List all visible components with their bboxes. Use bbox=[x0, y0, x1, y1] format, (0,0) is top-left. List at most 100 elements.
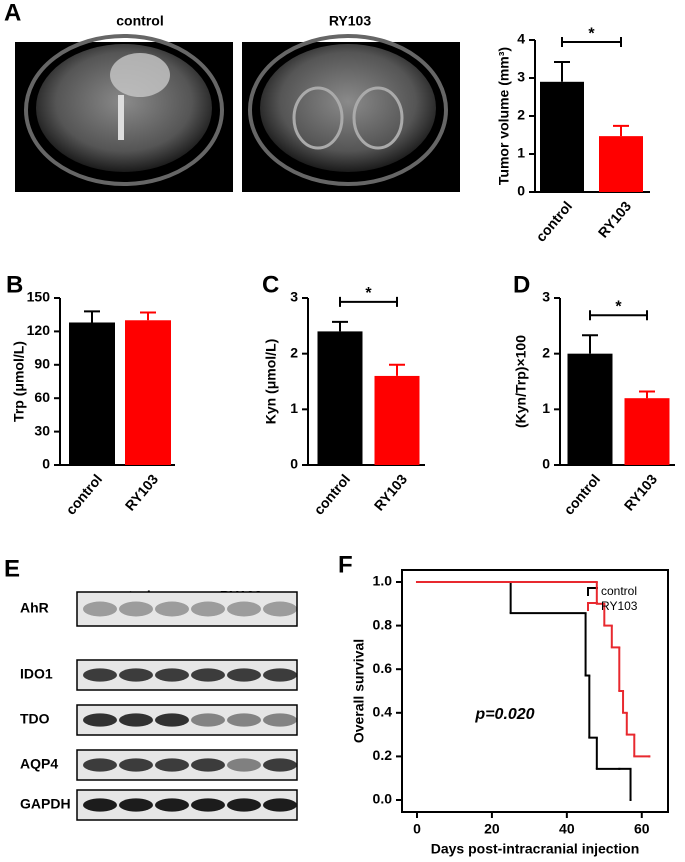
bar bbox=[599, 136, 643, 192]
x-tick-label: RY103 bbox=[371, 471, 411, 514]
blot-band bbox=[227, 713, 261, 727]
y-axis-label: Trp (μmol/L) bbox=[11, 341, 27, 422]
panel-letter: B bbox=[6, 271, 23, 298]
x-tick-label: control bbox=[310, 471, 353, 518]
bar bbox=[374, 375, 420, 465]
blot-band bbox=[227, 758, 261, 772]
blot-band bbox=[83, 668, 117, 682]
blot-band bbox=[191, 668, 225, 682]
y-tick-label: 1 bbox=[290, 400, 298, 416]
blot-band bbox=[263, 758, 297, 772]
blot-band bbox=[83, 798, 117, 812]
y-tick-label: 0.0 bbox=[373, 791, 393, 807]
y-tick-label: 30 bbox=[34, 422, 50, 438]
error-bar bbox=[582, 334, 598, 354]
y-tick-label: 90 bbox=[34, 356, 50, 372]
legend-swatch bbox=[587, 587, 598, 596]
significance-bracket bbox=[589, 310, 648, 321]
blot-band bbox=[83, 713, 117, 727]
y-tick-label: 0.8 bbox=[373, 616, 393, 632]
mri-image bbox=[242, 34, 460, 192]
blot-row-label: AhR bbox=[20, 600, 49, 616]
blot-row-label: IDO1 bbox=[20, 666, 53, 682]
legend-label: RY103 bbox=[601, 599, 638, 613]
image-label: control bbox=[116, 13, 163, 29]
blot-band bbox=[155, 758, 189, 772]
panel-letter: D bbox=[513, 271, 530, 298]
y-tick-label: 0 bbox=[517, 183, 525, 199]
x-axis-label: Days post-intracranial injection bbox=[431, 841, 640, 857]
blot-band bbox=[119, 758, 153, 772]
blot-band bbox=[263, 668, 297, 682]
y-tick-label: 120 bbox=[27, 322, 51, 338]
bar bbox=[540, 81, 584, 192]
bar bbox=[69, 322, 115, 465]
y-tick-label: 2 bbox=[542, 344, 550, 360]
blot-frame bbox=[76, 591, 298, 627]
bar bbox=[317, 331, 363, 465]
error-bar bbox=[613, 124, 629, 137]
y-tick-label: 3 bbox=[517, 69, 525, 85]
blot-band bbox=[119, 601, 153, 617]
blot-band bbox=[155, 601, 189, 617]
blot-band bbox=[119, 713, 153, 727]
blot-band bbox=[83, 758, 117, 772]
y-tick-label: 1.0 bbox=[373, 573, 393, 589]
y-tick-label: 4 bbox=[517, 31, 525, 47]
blot-band bbox=[191, 713, 225, 727]
error-bar bbox=[140, 311, 156, 321]
annotation: p=0.020 bbox=[474, 706, 534, 723]
blot-band bbox=[119, 668, 153, 682]
blot-row-label: GAPDH bbox=[20, 796, 71, 812]
significance-label: * bbox=[588, 25, 595, 42]
y-axis-label: Tumor volume (mm³) bbox=[496, 47, 512, 185]
x-tick-label: control bbox=[560, 471, 603, 518]
y-tick-label: 0.6 bbox=[373, 660, 393, 676]
y-tick-label: 60 bbox=[34, 389, 50, 405]
error-bar bbox=[639, 390, 655, 399]
significance-bracket bbox=[339, 296, 398, 307]
x-tick-label: RY103 bbox=[122, 471, 162, 514]
blot-band bbox=[191, 798, 225, 812]
x-tick-label: RY103 bbox=[595, 198, 635, 241]
x-tick-label: 0 bbox=[413, 821, 421, 837]
panel-letter: C bbox=[262, 271, 279, 298]
y-tick-label: 2 bbox=[517, 107, 525, 123]
y-axis-label: Overall survival bbox=[351, 639, 367, 743]
blot-row-label: AQP4 bbox=[20, 756, 58, 772]
error-bar bbox=[554, 61, 570, 82]
legend-swatch bbox=[587, 602, 598, 611]
y-tick-label: 0 bbox=[290, 456, 298, 472]
y-axis-label: Kyn (μmol/L) bbox=[263, 339, 279, 425]
bar bbox=[567, 353, 613, 465]
image-label: RY103 bbox=[329, 13, 372, 29]
significance-label: * bbox=[365, 285, 372, 302]
bar bbox=[125, 320, 171, 465]
x-tick-label: control bbox=[532, 198, 575, 245]
blot-band bbox=[263, 798, 297, 812]
y-tick-label: 0 bbox=[42, 456, 50, 472]
y-tick-label: 0.4 bbox=[373, 704, 393, 720]
y-tick-label: 0 bbox=[542, 456, 550, 472]
blot-band bbox=[263, 713, 297, 727]
y-tick-label: 150 bbox=[27, 289, 51, 305]
significance-label: * bbox=[615, 299, 622, 316]
panel-letter: F bbox=[338, 551, 353, 578]
blot-band bbox=[155, 668, 189, 682]
mri-image bbox=[15, 34, 233, 192]
blot-row-label: TDO bbox=[20, 711, 50, 727]
legend-label: control bbox=[601, 584, 637, 598]
panel-letter: A bbox=[4, 0, 21, 26]
blot-band bbox=[191, 758, 225, 772]
y-tick-label: 1 bbox=[542, 400, 550, 416]
x-tick-label: 40 bbox=[559, 821, 575, 837]
bar bbox=[624, 398, 670, 465]
x-tick-label: 20 bbox=[484, 821, 500, 837]
y-tick-label: 1 bbox=[517, 145, 525, 161]
blot-band bbox=[263, 601, 297, 617]
error-bar bbox=[389, 363, 405, 376]
x-tick-label: control bbox=[62, 471, 105, 518]
blot-band bbox=[191, 601, 225, 617]
y-tick-label: 3 bbox=[542, 289, 550, 305]
